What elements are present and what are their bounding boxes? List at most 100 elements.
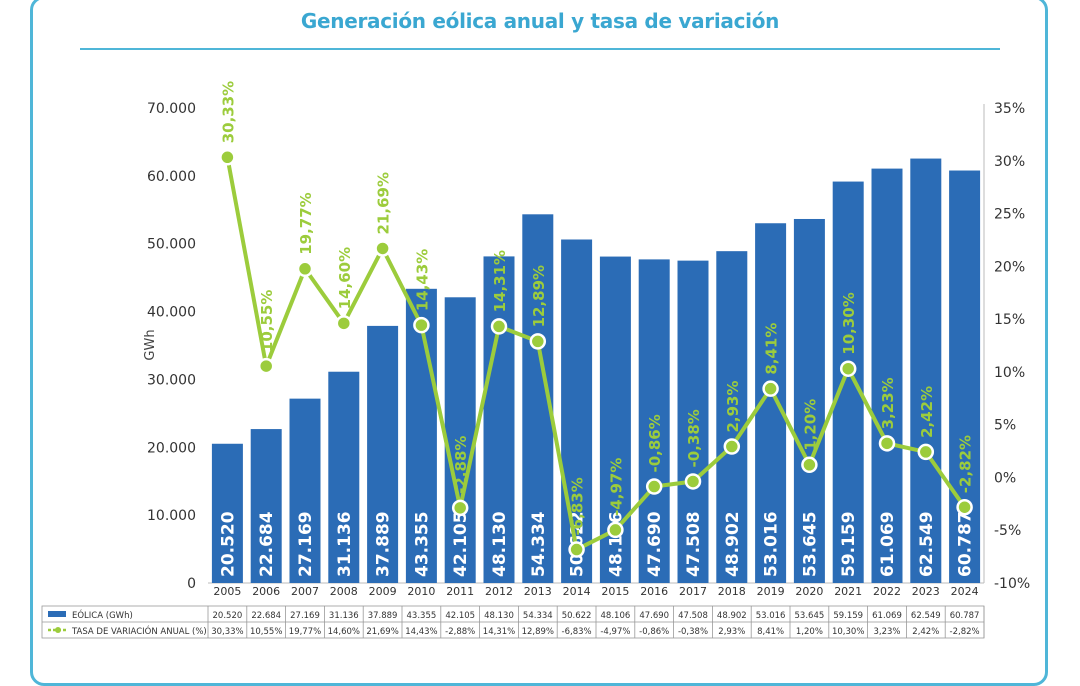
legend-line-marker xyxy=(55,627,61,633)
data-table-rate-cell: -4,97% xyxy=(600,627,630,637)
variation-value-label: 14,31% xyxy=(491,250,509,312)
data-table-rate-cell: 14,31% xyxy=(483,627,515,637)
x-tick-label: 2022 xyxy=(873,585,901,598)
y2-tick-label: -10% xyxy=(994,576,1030,592)
data-table-rate-cell: -0,86% xyxy=(639,627,669,637)
data-table-bar-cell: 31.136 xyxy=(329,611,359,621)
bar-value-label: 62.549 xyxy=(917,511,937,577)
data-table-rate-cell: -0,38% xyxy=(678,627,708,637)
data-table-rate-cell: 2,93% xyxy=(718,627,745,637)
x-tick-label: 2024 xyxy=(951,585,979,598)
data-table-rate-cell: 1,20% xyxy=(796,627,823,637)
bar-2005 xyxy=(211,443,243,583)
bar-2012 xyxy=(483,256,515,583)
y2-tick-label: 35% xyxy=(994,101,1025,117)
bar-2009 xyxy=(367,325,399,583)
variation-value-label: 12,89% xyxy=(530,265,548,327)
variation-value-label: 10,55% xyxy=(258,290,276,352)
bar-2022 xyxy=(871,168,903,583)
y2-tick-label: 0% xyxy=(994,470,1016,486)
data-table-rate-cell: 21,69% xyxy=(366,627,398,637)
bar-2010 xyxy=(405,288,437,583)
variation-point xyxy=(568,541,585,558)
legend-bar-swatch xyxy=(48,611,66,617)
variation-value-label: 8,41% xyxy=(763,323,781,375)
title-divider xyxy=(80,48,1000,50)
variation-point xyxy=(684,473,702,490)
variation-point xyxy=(451,499,469,517)
x-tick-label: 2021 xyxy=(834,585,862,598)
data-table-bar-cell: 54.334 xyxy=(523,611,553,621)
data-table-rate-cell: 3,23% xyxy=(873,627,900,637)
legend-bar-label: EÓLICA (GWh) xyxy=(72,609,133,621)
y-tick-label: 20.000 xyxy=(147,440,196,456)
variation-value-label: -2,88% xyxy=(452,436,470,494)
y-tick-label: 70.000 xyxy=(147,101,196,117)
y2-tick-label: 20% xyxy=(994,259,1025,275)
bar-value-label: 48.902 xyxy=(723,511,743,577)
variation-point xyxy=(335,315,353,332)
x-tick-label: 2019 xyxy=(757,585,785,598)
data-table-bar-cell: 43.355 xyxy=(407,611,437,621)
x-tick-label: 2009 xyxy=(369,585,397,598)
x-tick-label: 2005 xyxy=(213,585,241,598)
bar-value-label: 42.105 xyxy=(451,511,471,577)
data-table-bar-cell: 37.889 xyxy=(368,611,398,621)
data-table-bar-cell: 27.169 xyxy=(290,611,320,621)
bar-value-label: 53.645 xyxy=(800,511,820,577)
data-table-rate-cell: -2,82% xyxy=(950,627,980,637)
data-table-bar-cell: 48.902 xyxy=(717,611,747,621)
variation-point xyxy=(723,438,741,455)
variation-value-label: 2,93% xyxy=(724,380,742,432)
y2-tick-label: 15% xyxy=(994,312,1025,328)
y-axis-label: GWh xyxy=(143,329,158,360)
variation-point xyxy=(529,333,547,350)
data-table-rate-cell: 2,42% xyxy=(912,627,939,637)
data-table-rate-cell: 14,60% xyxy=(328,627,360,637)
bar-value-label: 54.334 xyxy=(529,511,549,577)
variation-point xyxy=(413,316,430,334)
bar-value-label: 60.787 xyxy=(956,511,976,577)
variation-value-label: -6,83% xyxy=(569,477,587,535)
bar-2011 xyxy=(444,297,476,583)
y-tick-label: 60.000 xyxy=(147,169,196,185)
data-table-rate-cell: 19,77% xyxy=(289,627,321,637)
bar-2023 xyxy=(910,158,942,583)
variation-value-label: -4,97% xyxy=(607,458,625,516)
variation-point xyxy=(490,318,508,335)
y-tick-label: 30.000 xyxy=(147,372,196,388)
data-table-bar-cell: 47.690 xyxy=(639,611,669,621)
variation-point xyxy=(257,357,275,375)
bar-value-label: 37.889 xyxy=(374,511,394,577)
bar-value-label: 53.016 xyxy=(762,511,782,577)
chart-title: Generación eólica anual y tasa de variac… xyxy=(300,9,780,33)
bar-value-label: 43.355 xyxy=(412,511,432,577)
data-table-bar-cell: 59.159 xyxy=(833,611,863,621)
variation-value-label: 2,42% xyxy=(918,386,936,438)
x-tick-label: 2011 xyxy=(446,585,474,598)
data-table-bar-cell: 60.787 xyxy=(950,611,980,621)
variation-point xyxy=(762,380,779,397)
bar-value-label: 47.508 xyxy=(684,511,704,577)
x-tick-label: 2015 xyxy=(601,585,629,598)
variation-value-label: -0,38% xyxy=(685,409,703,467)
variation-point xyxy=(917,443,935,461)
x-tick-label: 2013 xyxy=(524,585,552,598)
variation-value-label: 14,43% xyxy=(413,249,431,311)
variation-point xyxy=(839,360,857,377)
bar-2007 xyxy=(289,398,321,583)
x-tick-label: 2016 xyxy=(640,585,668,598)
variation-value-label: 14,60% xyxy=(336,247,354,309)
y2-tick-label: 30% xyxy=(994,154,1025,170)
variation-point xyxy=(645,478,663,495)
y2-tick-label: 5% xyxy=(994,418,1016,434)
data-table-rate-cell: 30,33% xyxy=(211,627,243,637)
data-table-bar-cell: 53.645 xyxy=(795,611,825,621)
data-table-bar-cell: 48.106 xyxy=(601,611,631,621)
bar-2021 xyxy=(832,181,864,583)
variation-point xyxy=(801,456,818,474)
variation-point xyxy=(607,521,624,539)
y2-tick-label: 25% xyxy=(994,207,1025,223)
bar-value-label: 27.169 xyxy=(296,511,316,577)
